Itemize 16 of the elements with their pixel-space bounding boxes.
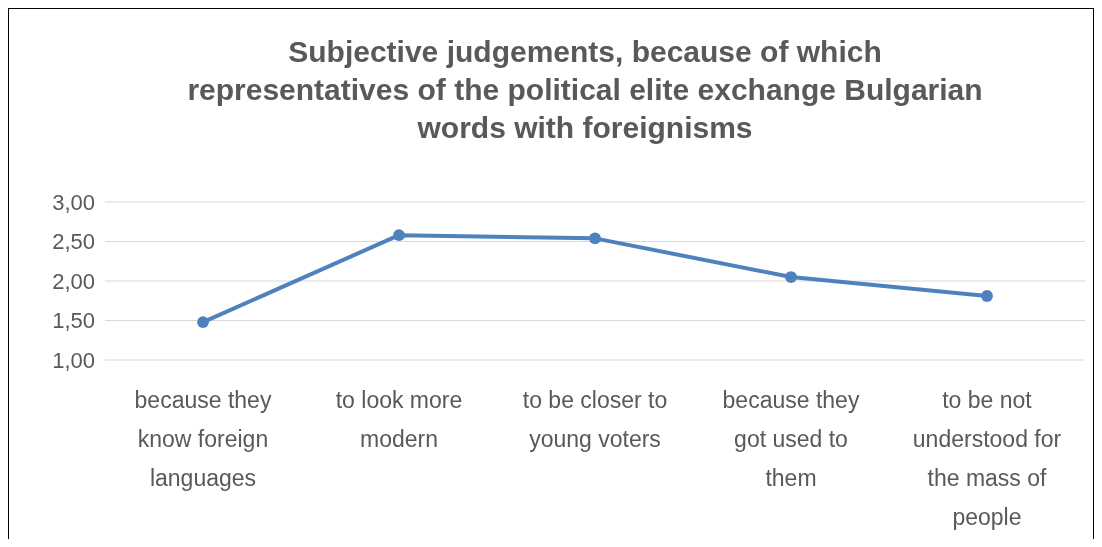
point [393, 229, 405, 242]
y-tick-label: 2,00 [52, 268, 95, 294]
point [981, 290, 993, 302]
point [785, 271, 797, 283]
x-tick-label: because they got used to them [722, 387, 860, 491]
x-tick-label: to look more modern [335, 387, 463, 452]
y-tick-label: 1,50 [52, 308, 95, 334]
y-tick-label: 2,50 [52, 229, 95, 255]
point [197, 316, 209, 328]
y-tick-label: 1,00 [52, 347, 95, 373]
y-tick-label: 3,00 [52, 189, 95, 215]
point [589, 232, 601, 245]
chart-title: Subjective judgements, because of which representatives of the political elite exchange Bulgarian words with foreignisms [187, 35, 983, 144]
x-tick-label: to be closer to young voters [522, 387, 668, 452]
x-tick-label: to be not understood for the mass of people [912, 387, 1062, 530]
x-tick-label: because they know foreign languages [134, 387, 272, 491]
